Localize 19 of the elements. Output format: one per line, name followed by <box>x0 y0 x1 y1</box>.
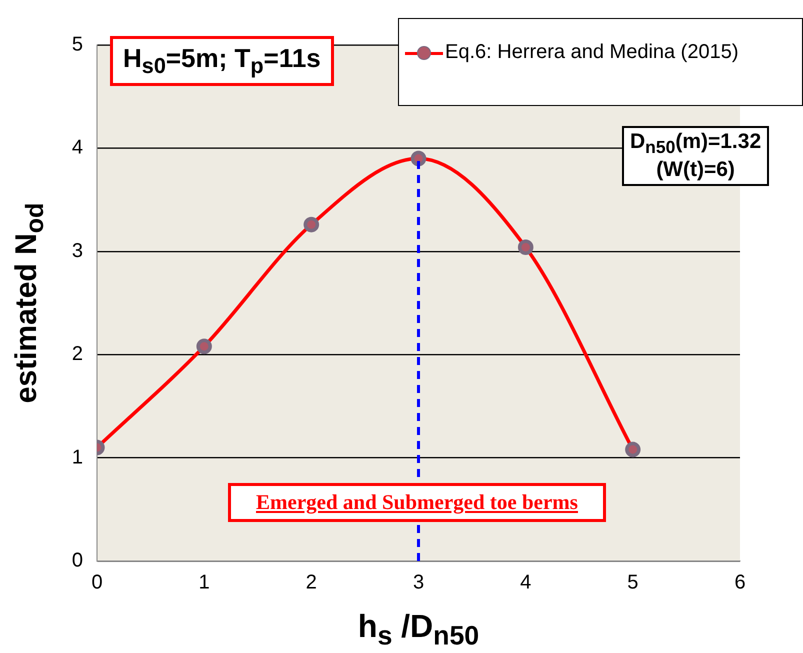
y-tick-label: 3 <box>72 240 83 262</box>
annotation: H$_{s0}$=5m; T$_{p}$=11s <box>110 36 334 86</box>
x-axis-title: h$_{s}$ /D$_{n50}$ <box>356 608 480 652</box>
legend-label: Eq.6: Herrera and Medina (2015) <box>445 41 738 64</box>
x-tick-label: 2 <box>306 572 317 594</box>
x-tick-label: 4 <box>520 572 532 594</box>
y-tick-label: 0 <box>72 550 83 572</box>
annotation: D$_{n50}$(m)=1.32 (W(t)=6) <box>622 126 770 186</box>
x-tick-label: 5 <box>627 572 638 594</box>
y-tick-label: 1 <box>72 446 83 468</box>
y-tick-label: 5 <box>72 34 83 56</box>
y-tick-label: 4 <box>72 136 83 159</box>
x-tick-label: 6 <box>734 572 746 594</box>
annotation: Emerged and Submerged toe berms <box>228 483 606 522</box>
y-tick-label: 2 <box>72 343 83 366</box>
x-tick-label: 3 <box>412 572 424 594</box>
legend-panel: Eq.6: Herrera and Medina (2015) <box>398 18 803 106</box>
x-tick-label: 1 <box>198 572 210 594</box>
x-tick-label: 0 <box>91 572 103 594</box>
